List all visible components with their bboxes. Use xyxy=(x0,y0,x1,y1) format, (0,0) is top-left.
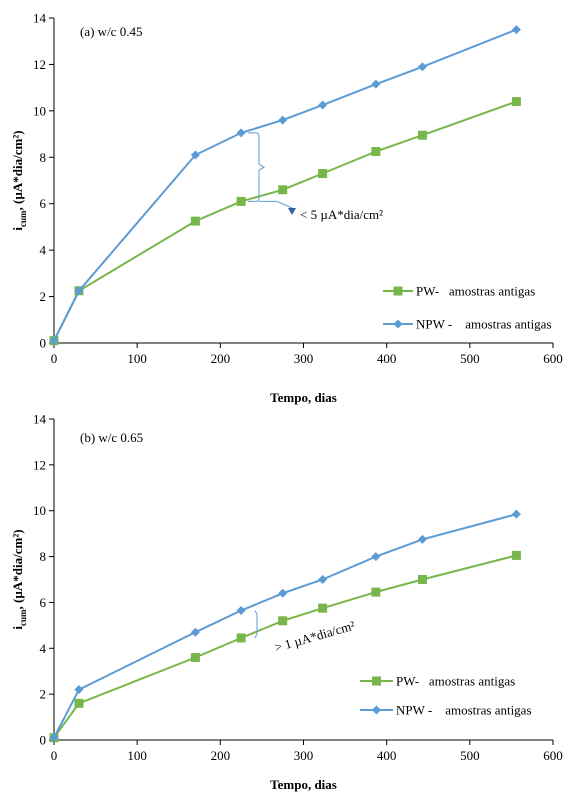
data-point xyxy=(278,185,288,195)
y-tick-label: 6 xyxy=(40,595,47,610)
y-tick-label: 4 xyxy=(40,641,47,656)
data-point xyxy=(417,575,427,584)
annotation-arrow-icon xyxy=(288,208,296,215)
x-tick-label: 0 xyxy=(51,351,58,366)
y-axis-label: icum, (µA*dia/cm²) xyxy=(10,130,28,230)
y-tick-label: 2 xyxy=(40,289,47,304)
y-axis-label-sub: cum xyxy=(18,609,28,626)
panel-label: (b) w/c 0.65 xyxy=(80,430,143,445)
y-tick-label: 0 xyxy=(40,336,47,351)
difference-annotation: < 5 µA*dia/cm² xyxy=(300,207,383,222)
y-tick-label: 2 xyxy=(40,687,47,702)
data-point xyxy=(236,196,246,206)
x-tick-label: 200 xyxy=(211,351,231,366)
y-axis-label-units: , (µA*dia/cm²) xyxy=(10,130,25,210)
x-tick-label: 300 xyxy=(294,748,314,763)
chart-panel-a: 0 2 4 6 8 10 12 14 0 100 200 300 400 500 600 Tempo, dia… xyxy=(10,11,563,406)
x-tick-label: 0 xyxy=(51,748,58,763)
x-tick-label: 100 xyxy=(127,351,147,366)
y-tick-label: 6 xyxy=(40,196,47,211)
y-tick-label: 12 xyxy=(33,457,46,472)
y-axis-label: icum, (µA*dia/cm²) xyxy=(10,529,28,629)
data-point xyxy=(371,79,381,89)
data-point xyxy=(371,587,381,597)
y-tick-label: 0 xyxy=(40,733,47,748)
data-point xyxy=(278,588,288,598)
difference-bracket xyxy=(248,132,265,202)
x-tick-label: 200 xyxy=(211,748,231,763)
data-point xyxy=(74,698,84,708)
data-point xyxy=(74,685,84,695)
y-tick-label: 12 xyxy=(33,57,46,72)
difference-bracket xyxy=(254,610,258,639)
data-point xyxy=(190,150,200,160)
data-point xyxy=(417,534,427,544)
data-point xyxy=(236,128,246,138)
x-tick-label: 300 xyxy=(294,351,314,366)
x-tick-label: 400 xyxy=(377,351,397,366)
legend-entry-label: PW- amostras antigas xyxy=(396,674,515,689)
data-point xyxy=(511,97,521,107)
series-line xyxy=(53,100,517,342)
data-point xyxy=(511,25,521,35)
y-tick-label: 8 xyxy=(40,549,47,564)
legend-marker xyxy=(372,705,381,715)
x-tick-label: 100 xyxy=(127,748,147,763)
x-tick-label: 500 xyxy=(460,748,480,763)
data-point xyxy=(511,550,521,560)
y-tick-label: 14 xyxy=(33,412,47,427)
data-point xyxy=(278,616,288,626)
data-point xyxy=(190,627,200,637)
legend-marker xyxy=(372,676,381,686)
data-point xyxy=(49,336,59,346)
x-axis-label: Tempo, dias xyxy=(270,777,337,792)
legend-marker xyxy=(393,319,403,329)
legend-entry-label: PW- amostras antigas xyxy=(416,284,535,299)
data-point xyxy=(49,733,59,743)
y-tick-label: 10 xyxy=(33,103,46,118)
x-axis-label: Tempo, dias xyxy=(270,390,337,405)
x-tick-label: 400 xyxy=(377,748,397,763)
data-point xyxy=(236,633,246,643)
annotation-leader-line xyxy=(259,200,293,209)
data-point xyxy=(318,169,328,179)
data-point xyxy=(417,62,427,72)
data-point xyxy=(371,552,381,562)
x-tick-label: 600 xyxy=(543,351,563,366)
y-tick-label: 14 xyxy=(33,11,47,26)
data-point xyxy=(190,216,200,226)
data-point xyxy=(318,100,328,110)
legend-entry-label: NPW - amostras antigas xyxy=(396,703,532,718)
data-point xyxy=(318,575,328,584)
y-tick-label: 8 xyxy=(40,150,47,165)
y-tick-label: 4 xyxy=(40,243,47,258)
x-tick-label: 500 xyxy=(460,351,480,366)
legend-marker xyxy=(393,286,403,296)
panel-label: (a) w/c 0.45 xyxy=(80,24,142,39)
data-point xyxy=(417,130,427,140)
data-point xyxy=(278,115,288,125)
data-point xyxy=(318,603,328,613)
legend-entry-label: NPW - amostras antigas xyxy=(416,317,552,332)
y-axis-label-units: , (µA*dia/cm²) xyxy=(10,529,25,609)
data-point xyxy=(371,146,381,156)
data-point xyxy=(236,605,246,615)
data-point xyxy=(511,509,521,519)
chart-panel-b: 0 2 4 6 8 10 12 14 0 100 200 300 400 500 600 Tempo, dia… xyxy=(10,412,563,793)
x-tick-label: 600 xyxy=(543,748,563,763)
data-point xyxy=(190,652,200,662)
data-point xyxy=(74,286,84,296)
y-axis-label-main: i xyxy=(10,227,25,231)
y-tick-label: 10 xyxy=(33,503,46,518)
y-axis-label-sub: cum xyxy=(18,210,28,227)
y-axis-label-main: i xyxy=(10,626,25,630)
